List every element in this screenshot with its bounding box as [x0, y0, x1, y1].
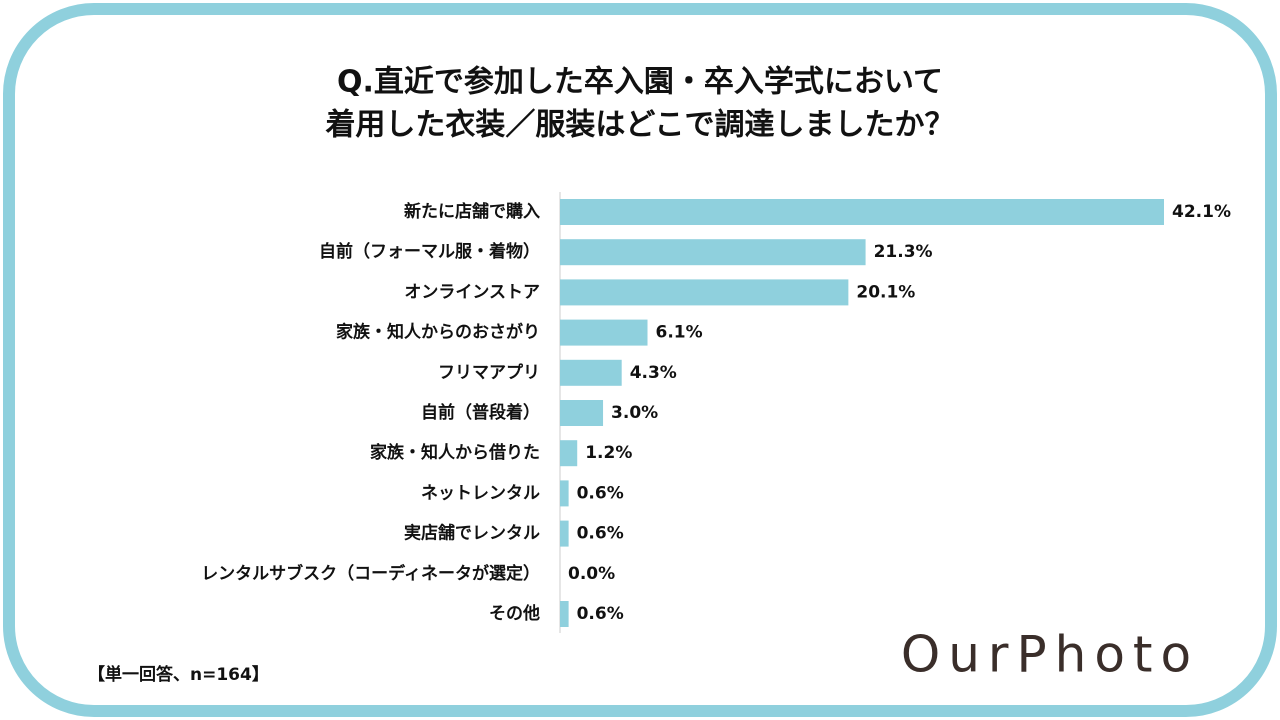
value-label: 0.0%	[568, 564, 615, 584]
category-label: レンタルサブスク（コーディネータが選定）	[201, 563, 540, 584]
category-label: オンラインストア	[404, 282, 540, 302]
bar	[560, 601, 569, 627]
value-label: 3.0%	[611, 403, 658, 423]
bar	[560, 480, 569, 507]
category-label: その他	[489, 603, 540, 624]
value-label: 20.1%	[856, 282, 915, 302]
category-label: ネットレンタル	[421, 483, 540, 503]
chart-title: Q.直近で参加した卒入園・卒入学式において	[337, 65, 943, 100]
bar	[560, 400, 604, 426]
frame	[3, 3, 1277, 717]
value-label: 1.2%	[585, 443, 632, 463]
note: 【単一回答、n=164】	[88, 664, 269, 685]
value-label: 6.1%	[656, 323, 703, 343]
bar	[560, 319, 648, 346]
bar	[560, 440, 578, 467]
chart-title: 着用した衣装／服装はどこで調達しましたか？	[325, 108, 954, 143]
bar	[560, 520, 569, 547]
value-label: 0.6%	[577, 483, 624, 503]
bar	[560, 199, 1164, 225]
logo: OurPhoto	[901, 626, 1199, 684]
value-label: 0.6%	[577, 604, 624, 624]
value-label: 42.1%	[1172, 202, 1231, 222]
bar	[560, 359, 622, 386]
category-label: 自前（フォーマル服・着物）	[319, 241, 540, 262]
value-label: 4.3%	[630, 363, 677, 383]
category-label: 実店舗でレンタル	[404, 523, 540, 544]
category-label: 家族・知人から借りた	[370, 442, 540, 463]
category-label: 新たに店舗で購入	[404, 201, 540, 222]
category-label: 家族・知人からのおさがり	[336, 322, 540, 343]
value-label: 21.3%	[874, 242, 933, 262]
value-label: 0.6%	[577, 524, 624, 544]
bar	[560, 239, 866, 266]
category-label: フリマアプリ	[438, 362, 540, 383]
category-label: 自前（普段着）	[421, 402, 540, 423]
bar	[560, 279, 849, 306]
